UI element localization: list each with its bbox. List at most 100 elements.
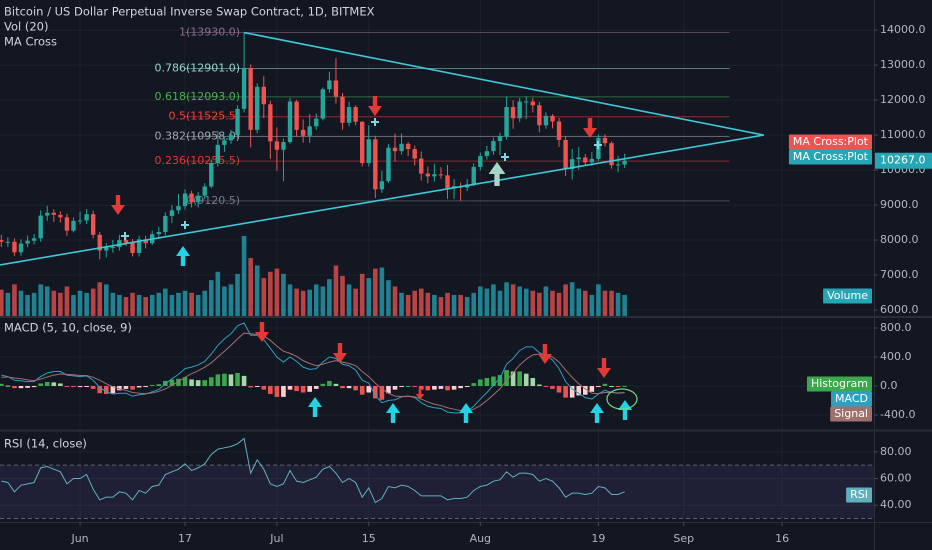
annotation-arrow bbox=[255, 322, 269, 342]
histogram-bar bbox=[31, 385, 37, 388]
histogram-bar bbox=[615, 385, 621, 387]
volume-bar bbox=[103, 284, 109, 316]
indicator-legend[interactable]: Vol (20) bbox=[4, 20, 48, 34]
volume-bar bbox=[90, 288, 96, 316]
volume-bar bbox=[333, 265, 339, 316]
x-tick-label: Jun bbox=[70, 532, 88, 545]
candle-body bbox=[287, 101, 293, 143]
volume-bar bbox=[130, 292, 135, 316]
histogram-bar bbox=[51, 382, 57, 386]
last-price-label: 10267.0 bbox=[880, 154, 926, 167]
volume-bar bbox=[451, 294, 457, 316]
y-tick-label: 80.00 bbox=[880, 445, 912, 458]
candle-body bbox=[524, 101, 529, 103]
volume-bar bbox=[353, 288, 358, 316]
histogram-bar bbox=[523, 373, 529, 386]
x-tick-label: 19 bbox=[591, 532, 605, 545]
histogram-bar bbox=[563, 385, 568, 398]
candle-body bbox=[471, 166, 476, 185]
volume-bar bbox=[425, 292, 431, 316]
histogram-bar bbox=[90, 385, 96, 389]
volume-bar bbox=[294, 288, 299, 316]
histogram-bar bbox=[248, 385, 253, 388]
trend-line bbox=[243, 31, 764, 136]
volume-bar bbox=[471, 292, 477, 316]
axis-label: MA Cross:Plot bbox=[793, 150, 869, 163]
indicator-legend[interactable]: MA Cross bbox=[4, 35, 57, 49]
histogram-bar bbox=[215, 374, 221, 386]
volume-bar bbox=[222, 286, 227, 316]
histogram-bar bbox=[576, 385, 582, 396]
volume-bar bbox=[405, 294, 411, 316]
candle-body bbox=[543, 115, 549, 126]
volume-bar bbox=[523, 288, 529, 316]
histogram-bar bbox=[418, 385, 424, 390]
annotation-arrow bbox=[459, 403, 473, 423]
volume-bar bbox=[609, 290, 614, 316]
histogram-bar bbox=[530, 378, 536, 386]
candle-body bbox=[274, 141, 280, 150]
annotation-arrow bbox=[590, 403, 604, 423]
volume-bar bbox=[51, 290, 57, 316]
candle-body bbox=[602, 137, 608, 144]
volume-bar bbox=[149, 294, 155, 316]
fib-label: 0.618(12093.0) bbox=[154, 90, 240, 103]
annotation-arrow bbox=[176, 246, 190, 266]
volume-bar bbox=[491, 284, 496, 316]
histogram-bar bbox=[327, 380, 332, 386]
x-tick-label: 17 bbox=[178, 532, 192, 545]
indicator-legend[interactable]: RSI (14, close) bbox=[4, 437, 87, 451]
candle-body bbox=[576, 157, 581, 160]
histogram-bar bbox=[44, 382, 50, 386]
volume-bar bbox=[366, 278, 372, 316]
candle-body bbox=[64, 217, 70, 231]
histogram-bar bbox=[359, 385, 365, 395]
candle-body bbox=[353, 107, 358, 122]
histogram-bar bbox=[458, 385, 463, 389]
candle-body bbox=[320, 89, 326, 119]
x-tick-label: 15 bbox=[362, 532, 376, 545]
candle-body bbox=[169, 210, 175, 216]
fib-label: 0.382(10958.0) bbox=[154, 130, 240, 143]
volume-bar bbox=[478, 286, 483, 316]
volume-bar bbox=[563, 284, 568, 316]
histogram-bar bbox=[373, 385, 378, 399]
candle-body bbox=[235, 108, 240, 136]
candle-body bbox=[222, 140, 227, 145]
histogram-bar bbox=[366, 385, 372, 393]
x-tick-label: Sep bbox=[673, 532, 694, 545]
volume-bar bbox=[268, 271, 273, 316]
volume-bar bbox=[143, 297, 148, 316]
x-tick-label: 16 bbox=[775, 532, 789, 545]
candle-body bbox=[419, 158, 424, 174]
volume-bar bbox=[215, 271, 221, 316]
volume-bar bbox=[156, 292, 162, 316]
volume-bar bbox=[399, 292, 404, 316]
volume-bar bbox=[517, 286, 522, 316]
axis-label-bg bbox=[831, 391, 872, 407]
volume-bar bbox=[77, 290, 83, 316]
histogram-bar bbox=[261, 385, 267, 390]
candle-body bbox=[550, 115, 555, 122]
candle-body bbox=[438, 174, 444, 176]
histogram-bar bbox=[58, 383, 63, 386]
histogram-bar bbox=[438, 385, 444, 389]
candle-body bbox=[497, 136, 503, 142]
candle-body bbox=[90, 214, 96, 235]
candle-body bbox=[589, 158, 595, 163]
y-tick-label: 7000.0 bbox=[880, 268, 919, 281]
candle-body bbox=[556, 121, 562, 140]
indicator-legend[interactable]: MACD (5, 10, close, 9) bbox=[4, 321, 132, 335]
volume-bar bbox=[340, 275, 345, 316]
candle-body bbox=[58, 214, 63, 218]
volume-bar bbox=[504, 282, 509, 316]
volume-bar bbox=[84, 292, 89, 316]
volume-bar bbox=[556, 292, 562, 316]
histogram-bar bbox=[602, 383, 608, 386]
candle-body bbox=[97, 234, 102, 251]
candle-body bbox=[379, 181, 385, 190]
histogram-bar bbox=[222, 373, 227, 386]
histogram-bar bbox=[451, 385, 457, 390]
candle-body bbox=[281, 142, 286, 150]
histogram-bar bbox=[84, 385, 89, 387]
